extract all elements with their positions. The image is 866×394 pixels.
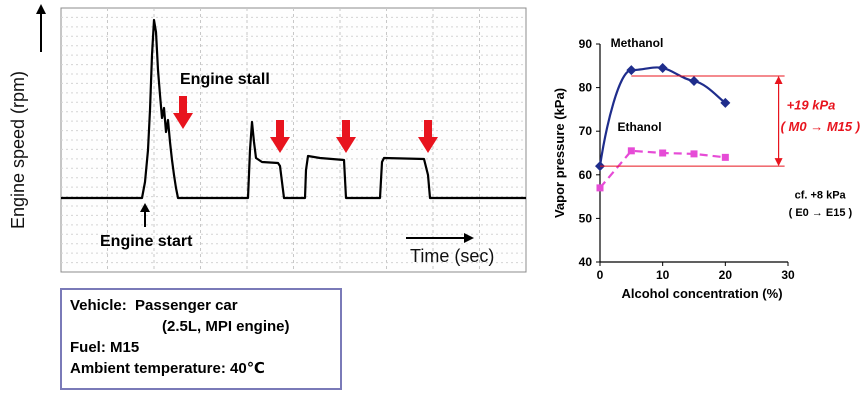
vehicle-line: Vehicle: Passenger car	[70, 295, 332, 316]
ethanol-range-label: ( E0 → E15 )	[789, 207, 853, 219]
y-tick-label: 60	[579, 168, 593, 182]
methanol-range-label: ( M0 → M15 )	[781, 119, 860, 134]
engine-start-arrow-icon	[140, 203, 150, 212]
engine-start-label: Engine start	[100, 233, 193, 250]
engine-speed-trace	[61, 18, 526, 200]
delta-arrow-up-icon	[774, 75, 783, 84]
vapor-pressure-annotations: Methanol Ethanol +19 kPa ( M0 → M15 ) cf…	[611, 36, 860, 219]
data-point-methanol	[626, 65, 637, 76]
y-axis-arrow-head	[36, 4, 46, 14]
stall-arrow-shaft	[276, 120, 284, 138]
data-point-methanol	[720, 97, 731, 108]
y-tick-label: 70	[579, 124, 593, 138]
data-point-ethanol	[596, 184, 604, 192]
stall-arrow-icon	[418, 137, 438, 153]
engine-stall-label: Engine stall	[180, 71, 270, 88]
vehicle-engine: (2.5L, MPI engine)	[162, 318, 290, 335]
x-tick-label: 10	[656, 268, 670, 282]
stall-arrow-shaft	[179, 96, 187, 114]
stall-arrow-shaft	[424, 120, 432, 138]
ethanol-delta-label: cf. +8 kPa	[795, 190, 847, 202]
data-point-ethanol	[721, 153, 729, 161]
vapor-pressure-chart: 40 50 60 70 80 90 0 10 20 30 Methanol Ethanol +19…	[552, 36, 860, 301]
stall-arrow-icon	[173, 113, 193, 129]
data-point-methanol	[657, 62, 668, 73]
fuel-line: Fuel: M15	[70, 339, 140, 356]
vapor-pressure-series	[595, 62, 785, 192]
x-tick-label: 20	[719, 268, 733, 282]
engine-speed-chart: Engine speed (rpm) Engine stall Engine s…	[8, 4, 527, 273]
x-tick-label: 0	[597, 268, 604, 282]
data-point-ethanol	[659, 149, 667, 157]
y-axis-label: Vapor pressure (kPa)	[552, 88, 567, 218]
engine-plot-grid	[61, 8, 526, 272]
stall-arrow-icon	[270, 137, 290, 153]
stall-arrow-shaft	[342, 120, 350, 138]
methanol-delta-label: +19 kPa	[787, 97, 836, 112]
x-tick-label: 30	[781, 268, 795, 282]
stall-arrows	[173, 96, 438, 153]
series-label-methanol: Methanol	[611, 36, 664, 50]
data-point-ethanol	[627, 147, 635, 155]
y-tick-label: 90	[579, 37, 593, 51]
vehicle-label: Vehicle:	[70, 297, 127, 314]
y-tick-label: 50	[579, 211, 593, 225]
data-point-ethanol	[690, 150, 698, 158]
ambient-line: Ambient temperature: 40℃	[70, 360, 265, 377]
x-axis-label: Alcohol concentration (%)	[621, 286, 782, 301]
data-point-methanol	[689, 76, 699, 87]
y-tick-label: 80	[579, 81, 593, 95]
time-axis-label: Time (sec)	[410, 246, 494, 266]
time-axis-arrow-head	[464, 233, 474, 243]
delta-arrow-down-icon	[774, 158, 783, 167]
y-tick-label: 40	[579, 255, 593, 269]
vehicle-value: Passenger car	[135, 297, 238, 314]
test-conditions-box: Vehicle: Passenger car (2.5L, MPI engine…	[60, 288, 342, 390]
vapor-pressure-axes: 40 50 60 70 80 90 0 10 20 30	[579, 37, 795, 282]
stall-arrow-icon	[336, 137, 356, 153]
engine-speed-axis-label: Engine speed (rpm)	[8, 71, 28, 229]
series-label-ethanol: Ethanol	[618, 120, 662, 134]
